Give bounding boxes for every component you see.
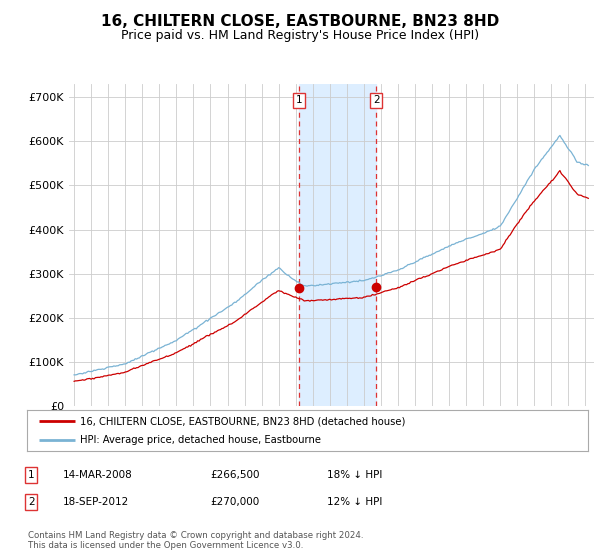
Text: 12% ↓ HPI: 12% ↓ HPI <box>327 497 382 507</box>
Text: 18% ↓ HPI: 18% ↓ HPI <box>327 470 382 480</box>
Text: 18-SEP-2012: 18-SEP-2012 <box>63 497 129 507</box>
Text: 1: 1 <box>28 470 35 480</box>
Text: Price paid vs. HM Land Registry's House Price Index (HPI): Price paid vs. HM Land Registry's House … <box>121 29 479 42</box>
Text: 14-MAR-2008: 14-MAR-2008 <box>63 470 133 480</box>
Text: Contains HM Land Registry data © Crown copyright and database right 2024.
This d: Contains HM Land Registry data © Crown c… <box>28 531 364 550</box>
Text: 1: 1 <box>296 95 302 105</box>
Text: 16, CHILTERN CLOSE, EASTBOURNE, BN23 8HD (detached house): 16, CHILTERN CLOSE, EASTBOURNE, BN23 8HD… <box>80 417 406 426</box>
Text: 16, CHILTERN CLOSE, EASTBOURNE, BN23 8HD: 16, CHILTERN CLOSE, EASTBOURNE, BN23 8HD <box>101 14 499 29</box>
Text: 2: 2 <box>373 95 379 105</box>
Text: £270,000: £270,000 <box>210 497 259 507</box>
Text: 2: 2 <box>28 497 35 507</box>
Text: HPI: Average price, detached house, Eastbourne: HPI: Average price, detached house, East… <box>80 435 321 445</box>
Bar <box>299 84 376 406</box>
Text: £266,500: £266,500 <box>210 470 260 480</box>
